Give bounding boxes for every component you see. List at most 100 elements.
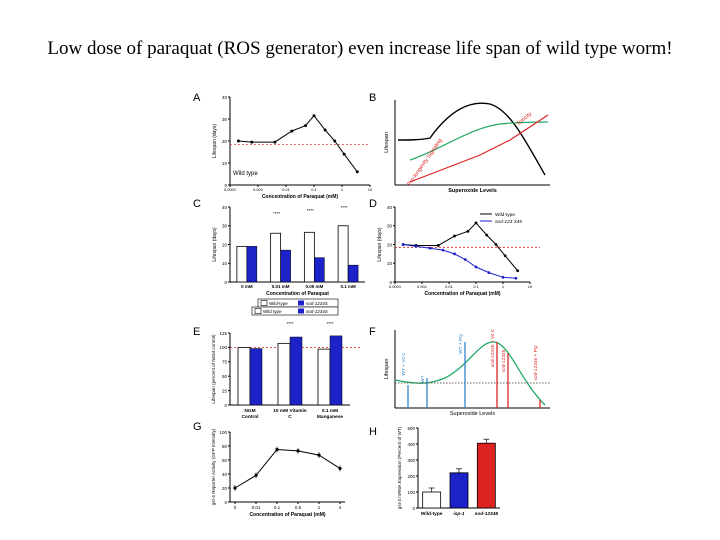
panel-h-bar bbox=[476, 442, 496, 509]
panel-d-point bbox=[466, 229, 470, 233]
panel-letter-b: B bbox=[369, 92, 376, 104]
panel-e-ytick-label: 25 bbox=[222, 388, 228, 393]
panel-d-xlabel: Concentration of Paraquat (mM) bbox=[424, 291, 500, 297]
panel-d-point bbox=[474, 265, 478, 269]
panel-letter-c: C bbox=[193, 198, 201, 210]
panel-h-ytick-label: 0 bbox=[412, 506, 415, 511]
panel-g-xtick-label: 0.5 bbox=[295, 505, 302, 510]
panel-g-ylabel: gst-4 Reporter Activity (GFP intensity) bbox=[211, 428, 216, 505]
panel-e-legend-swatch-wt bbox=[254, 308, 262, 314]
panel-c-ytick-label: 30 bbox=[222, 224, 228, 229]
panel-letter-h: H bbox=[369, 426, 377, 438]
panel-c-legend-swatch-wt bbox=[260, 300, 268, 306]
panel-b-prolongevity-label: Pro-longevity Signaling bbox=[407, 138, 444, 188]
panel-g-xtick-label: 4 bbox=[339, 505, 342, 510]
panel-d-point bbox=[414, 244, 418, 248]
panel-c-category-label: 0.05 mM bbox=[305, 284, 323, 289]
panel-e-category-label: 0.1 mM bbox=[322, 408, 338, 414]
panel-a-point bbox=[290, 129, 294, 133]
panel-a-legend: Wild type bbox=[233, 171, 258, 177]
panel-a-point bbox=[273, 140, 277, 144]
panel-d-ytick-label: 0 bbox=[389, 280, 392, 285]
panel-c-ytick-label: 20 bbox=[222, 242, 228, 247]
panel-e-ytick-label: 75 bbox=[222, 360, 228, 365]
panel-g-ytick-label: 20 bbox=[222, 486, 228, 491]
panel-c-ytick-label: 10 bbox=[222, 261, 228, 266]
panel-d-series-line bbox=[403, 244, 516, 279]
panel-c-significance: **** bbox=[341, 205, 348, 210]
panel-a-ylabel: Lifespan (days) bbox=[212, 124, 218, 159]
panel-d-legend-label: sod-123-345 bbox=[495, 219, 522, 225]
panel-d-ytick-label: 20 bbox=[387, 242, 393, 247]
panel-a-xtick-label: 0.01 bbox=[282, 187, 291, 192]
panel-b-ylabel: Lifespan bbox=[384, 132, 390, 153]
panel-f-marker-label: sod-12345 bbox=[501, 349, 507, 372]
panel-d-point bbox=[441, 248, 445, 252]
panel-g-xtick-label: 0.1 bbox=[274, 505, 281, 510]
panel-g-series-line bbox=[234, 448, 341, 489]
panel-a-xtick-label: 0.0001 bbox=[224, 187, 237, 192]
panel-e-significance: **** bbox=[286, 321, 293, 326]
panel-a-xtick-label: 1 bbox=[341, 187, 344, 192]
panel-f-marker-label: WT + Vit C bbox=[401, 352, 407, 376]
panel-e-bar-mutant bbox=[249, 348, 263, 406]
panel-d-point bbox=[453, 252, 456, 256]
panel-d-xtick-label: 0.01 bbox=[445, 284, 454, 289]
panel-g-point bbox=[317, 453, 321, 457]
panel-e-significance: **** bbox=[326, 321, 333, 326]
panel-c-bar-wildtype bbox=[236, 245, 248, 283]
panel-h-ytick-label: 100 bbox=[407, 490, 415, 495]
panel-d-point bbox=[401, 243, 405, 246]
panel-d-point bbox=[436, 244, 440, 247]
panel-d-xtick-label: 0.1 bbox=[473, 284, 479, 289]
panel-c-xlabel: Concentration of Paraquat bbox=[266, 291, 329, 297]
panel-a-point bbox=[312, 114, 316, 118]
panel-e-bar-mutant bbox=[329, 335, 343, 406]
panel-a-ytick-label: 0 bbox=[224, 183, 227, 188]
panel-f-lifespan-curve bbox=[394, 341, 546, 406]
panel-e-legend-swatch-mutant bbox=[298, 308, 304, 314]
panel-a-ytick-label: 10 bbox=[222, 161, 228, 166]
panel-g-point bbox=[338, 466, 342, 470]
panel-b-xlabel: Superoxide Levels bbox=[448, 188, 497, 194]
panel-h-ytick-label: 200 bbox=[407, 474, 415, 479]
panel-c-legend-label-wt: Wild-type bbox=[269, 301, 288, 306]
panel-e-legend-label-mutant: sod-1234S bbox=[306, 309, 328, 314]
panel-d-point bbox=[485, 233, 489, 237]
panel-g-xtick-label: 0 bbox=[234, 505, 237, 510]
panel-c-bar-wildtype bbox=[303, 231, 315, 283]
panel-e-category-label: Control bbox=[241, 414, 258, 420]
panel-b-prolongevity-curve bbox=[409, 121, 549, 161]
panel-f-marker-label: sod-12345 + Vit C bbox=[490, 328, 496, 367]
panel-d-legend-label: Wild-type bbox=[495, 212, 515, 218]
panel-e-ytick-label: 125 bbox=[219, 331, 227, 336]
panel-g-ytick-label: 100 bbox=[219, 430, 227, 435]
panel-d-ytick-label: 40 bbox=[387, 205, 393, 210]
panel-a-point bbox=[250, 140, 254, 144]
panel-letter-d: D bbox=[369, 198, 377, 210]
panel-c-bar-wildtype bbox=[270, 232, 282, 283]
panel-d-point bbox=[487, 271, 491, 275]
panel-d-point bbox=[428, 246, 432, 250]
panel-e-legend-label-wt: Wild type bbox=[263, 309, 282, 314]
panel-c-legend-label-mutant: sod-1234S bbox=[306, 301, 328, 306]
panel-d-xtick-label: 1 bbox=[502, 284, 505, 289]
slide-title: Low dose of paraquat (ROS generator) eve… bbox=[47, 38, 673, 59]
panel-g-point bbox=[296, 449, 300, 453]
panel-f-marker-label: WT bbox=[420, 375, 426, 383]
panel-g-xtick-label: 0.01 bbox=[252, 505, 261, 510]
panel-c-significance: **** bbox=[273, 211, 280, 216]
panel-a-ytick-label: 20 bbox=[222, 139, 228, 144]
panel-h-ytick-label: 400 bbox=[407, 442, 415, 447]
panel-g-xtick-label: 1 bbox=[318, 505, 321, 510]
panel-d-xtick-label: 0.001 bbox=[417, 284, 428, 289]
panel-a-point bbox=[236, 139, 240, 143]
panel-e-bar-mutant bbox=[289, 336, 303, 406]
panel-e-bar-wildtype bbox=[317, 348, 331, 406]
panel-d-xtick-label: 10 bbox=[528, 284, 533, 289]
panel-a-point bbox=[333, 139, 337, 143]
panel-g-point bbox=[233, 486, 237, 490]
panel-letter-g: G bbox=[193, 421, 202, 433]
panel-d-point bbox=[516, 269, 520, 273]
panel-h-category-label: sod-12345 bbox=[475, 511, 499, 517]
